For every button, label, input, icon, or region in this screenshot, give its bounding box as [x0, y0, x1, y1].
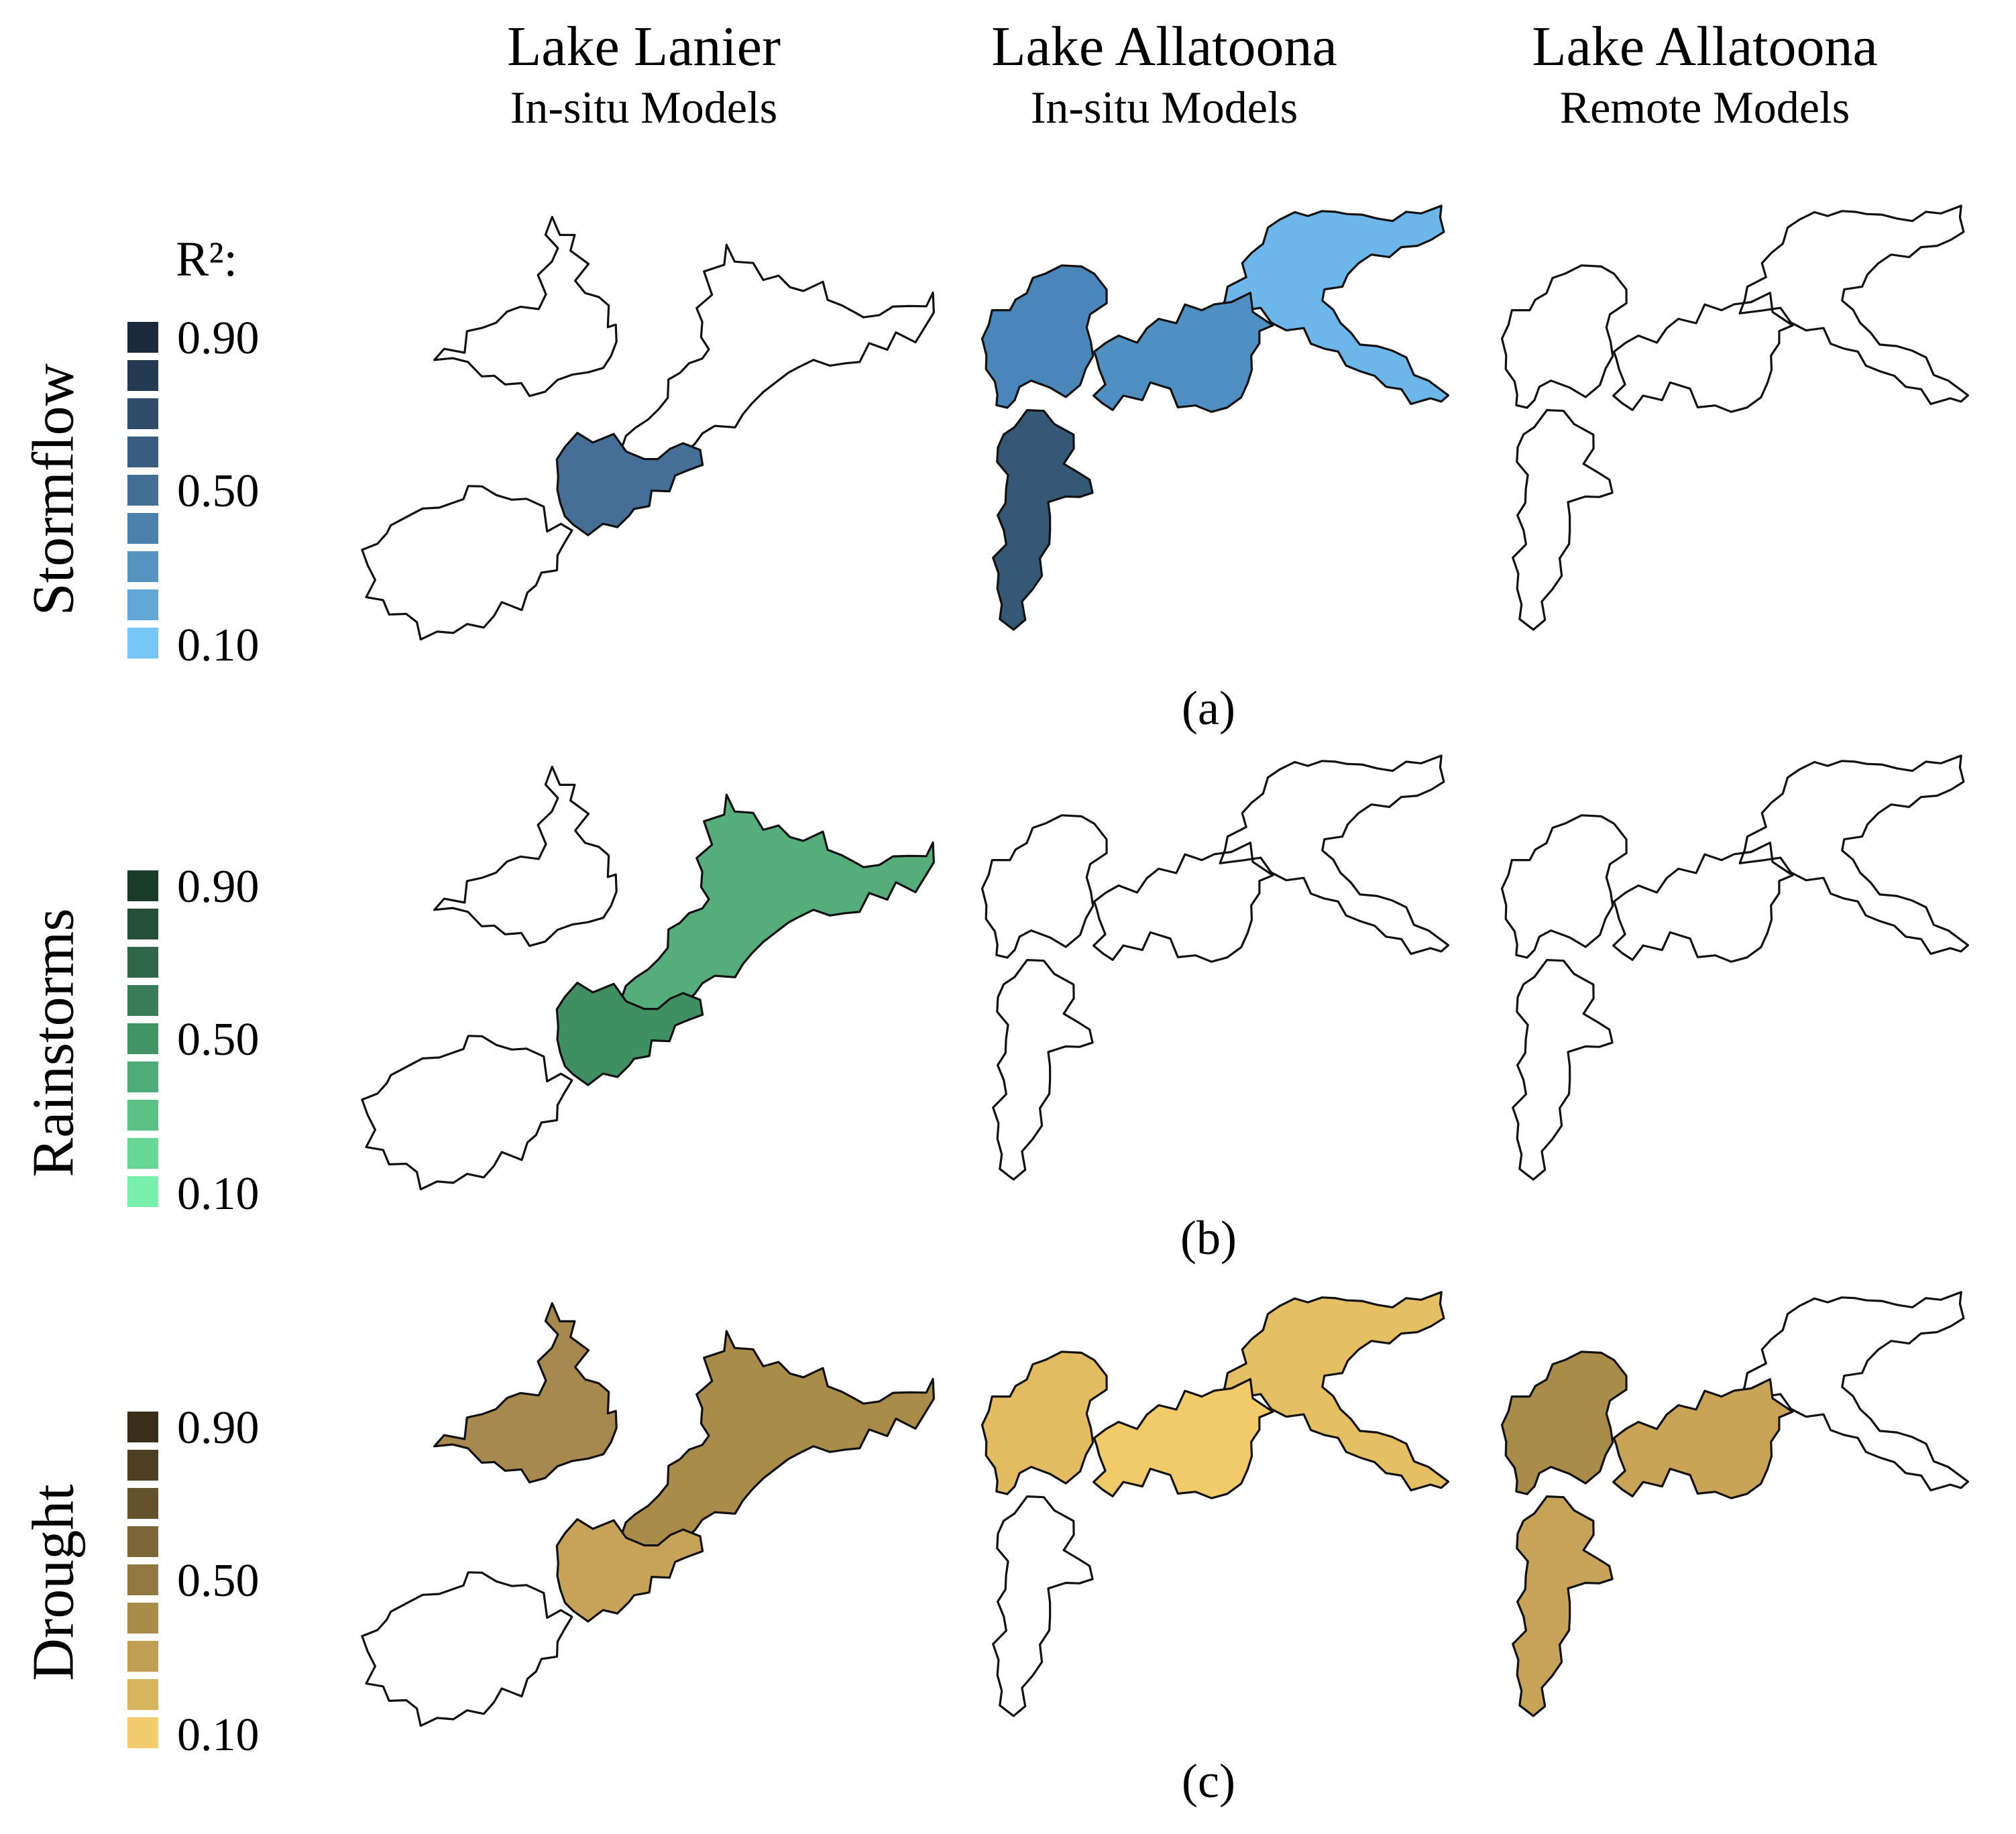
- legend-swatch: [127, 322, 158, 353]
- column-subtitle: In-situ Models: [1030, 82, 1298, 133]
- lake-region-south: [992, 1495, 1094, 1717]
- lake-region-west: [981, 1351, 1108, 1495]
- legend-tick-mid: 0.50: [177, 1014, 260, 1066]
- panel-label-c: (c): [1182, 1754, 1235, 1808]
- legend-tick-low: 0.10: [177, 620, 260, 671]
- lake-region-south: [555, 432, 704, 536]
- row-label-drought: Drought: [21, 1484, 87, 1681]
- legend-swatch: [127, 1526, 158, 1557]
- map-allatoona-insitu-drought: [981, 1291, 1450, 1717]
- lake-region-south: [555, 982, 704, 1086]
- legend-swatch: [127, 360, 158, 391]
- legend-swatch: [127, 1679, 158, 1710]
- panel-label-b: (b): [1180, 1211, 1237, 1265]
- legend-swatch: [127, 870, 158, 901]
- map-lanier-rainstorms: [361, 765, 935, 1191]
- map-lanier-drought: [361, 1302, 935, 1727]
- lake-region-west: [1500, 814, 1628, 959]
- legend-swatch: [127, 1641, 158, 1672]
- legend-tick-mid: 0.50: [177, 1555, 260, 1607]
- column-subtitle: In-situ Models: [510, 82, 778, 133]
- lake-region-west: [981, 264, 1108, 409]
- legend-swatch: [127, 551, 158, 582]
- legend-swatch: [127, 1138, 158, 1169]
- lake-region-center: [1093, 1378, 1274, 1499]
- lake-region-south: [1512, 1495, 1614, 1717]
- map-allatoona-insitu-rainstorms: [981, 754, 1450, 1181]
- legend-swatch: [127, 1100, 158, 1131]
- legend-tick-low: 0.10: [177, 1709, 260, 1761]
- legend-swatch: [127, 475, 158, 506]
- lake-region-south: [555, 1518, 704, 1623]
- lake-region-middle: [590, 243, 935, 490]
- lake-region-center: [1612, 292, 1794, 413]
- legend-swatch: [127, 628, 158, 658]
- column-subtitle: Remote Models: [1559, 82, 1850, 133]
- legend-swatch: [127, 947, 158, 978]
- legend-swatch: [127, 1488, 158, 1519]
- legend-tick-high: 0.90: [177, 312, 260, 364]
- lake-region-west: [361, 485, 573, 641]
- legend-swatch: [127, 1564, 158, 1595]
- lake-region-east: [1219, 205, 1450, 405]
- lake-region-middle: [590, 1330, 935, 1577]
- lake-region-west: [1500, 1351, 1628, 1495]
- lake-region-east: [1219, 754, 1450, 955]
- lake-region-center: [1612, 842, 1794, 963]
- column-title: Lake Lanier: [506, 15, 781, 78]
- legend-swatch: [127, 909, 158, 939]
- legend-swatch: [127, 985, 158, 1016]
- row-label-stormflow: Stormflow: [21, 363, 87, 616]
- legend-swatch: [127, 513, 158, 544]
- lake-region-north: [433, 215, 618, 398]
- legend-tick-low: 0.10: [177, 1168, 260, 1220]
- legend-swatch: [127, 1176, 158, 1207]
- lake-region-center: [1093, 292, 1274, 413]
- row-label-rainstorms: Rainstorms: [21, 908, 87, 1178]
- lake-region-west: [1500, 264, 1628, 409]
- lake-region-north: [433, 1302, 618, 1484]
- column-title: Lake Allatoona: [991, 15, 1337, 78]
- legend-swatch: [127, 398, 158, 429]
- column-header-1: Lake Lanier In-situ Models: [355, 15, 932, 135]
- legend-tick-mid: 0.50: [177, 465, 260, 517]
- r2-legend-label: R²:: [176, 232, 238, 287]
- legend-swatch: [127, 1450, 158, 1481]
- lake-region-south: [1512, 409, 1614, 631]
- lake-region-south: [992, 409, 1094, 631]
- lake-region-west: [361, 1035, 573, 1191]
- lake-region-east: [1738, 754, 1970, 955]
- map-allatoona-insitu-stormflow: [981, 205, 1450, 631]
- lake-region-center: [1612, 1378, 1794, 1499]
- legend-swatch: [127, 437, 158, 467]
- legend-swatch: [127, 1023, 158, 1054]
- map-allatoona-remote-rainstorms: [1500, 754, 1970, 1181]
- legend-swatch: [127, 1717, 158, 1748]
- legend-swatch: [127, 1062, 158, 1092]
- lake-region-south: [1512, 959, 1614, 1181]
- panel-label-a: (a): [1182, 681, 1235, 735]
- legend-tick-high: 0.90: [177, 861, 260, 913]
- lake-region-east: [1738, 1291, 1970, 1491]
- legend-tick-high: 0.90: [177, 1402, 260, 1454]
- lake-region-center: [1093, 842, 1274, 963]
- legend-swatch: [127, 1603, 158, 1634]
- column-title: Lake Allatoona: [1532, 15, 1878, 78]
- lake-region-middle: [590, 793, 935, 1040]
- map-allatoona-remote-drought: [1500, 1291, 1970, 1717]
- column-header-3: Lake Allatoona Remote Models: [1416, 15, 1993, 135]
- lake-region-south: [992, 959, 1094, 1181]
- lake-region-east: [1219, 1291, 1450, 1491]
- map-allatoona-remote-stormflow: [1500, 205, 1970, 631]
- legend-swatch: [127, 1412, 158, 1442]
- map-lanier-stormflow: [361, 215, 935, 641]
- lake-region-west: [981, 814, 1108, 959]
- column-header-2: Lake Allatoona In-situ Models: [876, 15, 1453, 135]
- lake-region-north: [433, 765, 618, 948]
- lake-region-west: [361, 1571, 573, 1727]
- lake-region-east: [1738, 205, 1970, 405]
- legend-swatch: [127, 589, 158, 620]
